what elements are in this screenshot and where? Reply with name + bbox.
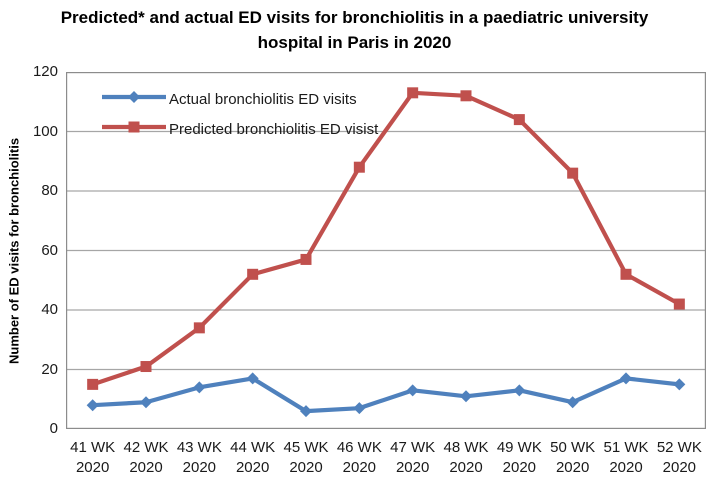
data-point-marker bbox=[353, 161, 365, 173]
data-point-marker bbox=[193, 381, 206, 394]
data-point-marker bbox=[128, 121, 140, 132]
legend-item-predicted: Predicted bronchiolitis ED visist bbox=[100, 114, 378, 144]
plot-area: Actual bronchiolitis ED visits Predicted… bbox=[66, 72, 706, 429]
x-tick-label: 41 WK 2020 bbox=[70, 439, 116, 476]
series-predicted bbox=[87, 87, 685, 390]
series-line bbox=[92, 376, 680, 414]
data-point-marker bbox=[140, 396, 152, 409]
data-point-marker bbox=[140, 361, 152, 373]
data-point-marker bbox=[246, 372, 259, 385]
x-tick-label: 51 WK 2020 bbox=[603, 439, 649, 476]
legend-marker-actual-diamond-icon bbox=[100, 89, 168, 110]
legend-swatch-line bbox=[102, 90, 166, 103]
data-point-marker bbox=[193, 322, 205, 334]
chart-canvas bbox=[66, 72, 706, 429]
data-point-marker bbox=[620, 372, 632, 385]
data-point-marker bbox=[673, 378, 686, 391]
x-tick-label: 44 WK 2020 bbox=[230, 439, 276, 476]
legend-swatch-line bbox=[102, 121, 166, 132]
data-point-marker bbox=[673, 298, 685, 310]
data-point-marker bbox=[567, 167, 579, 179]
y-tick-label: 60 bbox=[41, 241, 58, 259]
y-tick-label: 20 bbox=[41, 360, 58, 378]
data-point-marker bbox=[247, 268, 259, 280]
data-point-marker bbox=[300, 253, 312, 265]
data-point-marker bbox=[87, 378, 99, 390]
y-tick-label: 0 bbox=[49, 420, 58, 437]
y-tick-label: 80 bbox=[41, 182, 58, 199]
x-tick-label: 50 WK 2020 bbox=[550, 439, 596, 476]
data-point-marker bbox=[566, 396, 579, 409]
x-tick-label: 45 WK 2020 bbox=[283, 439, 329, 476]
legend-label-actual: Actual bronchiolitis ED visits bbox=[169, 90, 357, 108]
x-tick-label: 49 WK 2020 bbox=[496, 439, 542, 476]
data-point-marker bbox=[406, 384, 419, 397]
x-tick-label: 52 WK 2020 bbox=[656, 439, 702, 476]
legend-marker-predicted-square-icon bbox=[100, 119, 168, 140]
data-point-marker bbox=[620, 268, 632, 280]
x-tick-label: 47 WK 2020 bbox=[390, 439, 436, 476]
legend: Actual bronchiolitis ED visits Predicted… bbox=[100, 84, 378, 144]
y-tick-label: 40 bbox=[41, 301, 58, 318]
legend-item-actual: Actual bronchiolitis ED visits bbox=[100, 84, 378, 114]
data-point-marker bbox=[86, 399, 99, 412]
chart-title-line-1: Predicted* and actual ED visits for bron… bbox=[60, 8, 649, 27]
y-tick-label: 100 bbox=[32, 122, 58, 140]
data-point-marker bbox=[513, 384, 526, 397]
x-tick-label: 46 WK 2020 bbox=[336, 439, 382, 476]
x-tick-label: 48 WK 2020 bbox=[443, 439, 489, 476]
x-tick-label: 43 WK 2020 bbox=[176, 439, 222, 476]
series-line bbox=[92, 90, 681, 387]
data-point-marker bbox=[460, 90, 472, 102]
chart-title: Predicted* and actual ED visits for bron… bbox=[0, 5, 709, 55]
data-point-marker bbox=[300, 405, 312, 418]
data-point-marker bbox=[513, 114, 525, 126]
x-tick-label: 42 WK 2020 bbox=[123, 439, 169, 476]
data-point-marker bbox=[407, 87, 419, 99]
data-point-marker bbox=[460, 390, 472, 403]
legend-label-predicted: Predicted bronchiolitis ED visist bbox=[169, 120, 379, 138]
plot-border bbox=[66, 72, 706, 429]
chart-title-line-2: hospital in Paris in 2020 bbox=[257, 33, 452, 52]
data-point-marker bbox=[128, 90, 140, 103]
series-actual bbox=[86, 372, 686, 418]
y-tick-label: 120 bbox=[32, 63, 58, 80]
data-point-marker bbox=[353, 402, 366, 415]
